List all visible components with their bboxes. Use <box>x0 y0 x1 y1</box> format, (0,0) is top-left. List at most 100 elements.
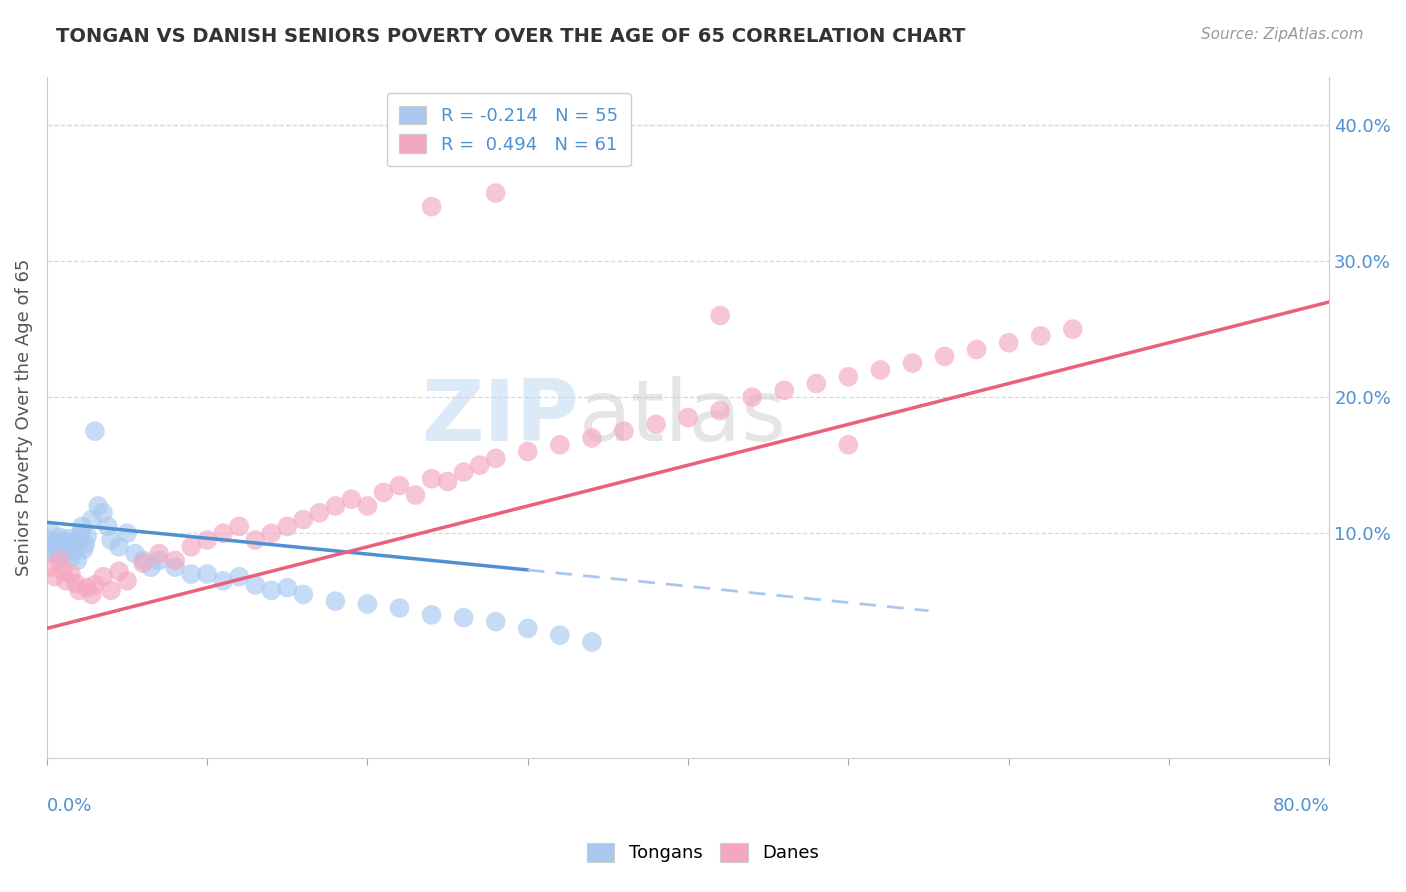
Point <box>115 574 138 588</box>
Point <box>42 547 65 561</box>
Point <box>76 529 98 543</box>
Point <box>48 553 70 567</box>
Point <box>260 526 283 541</box>
Point <box>56 541 79 556</box>
Point <box>53 545 76 559</box>
Point <box>388 478 411 492</box>
Legend: Tongans, Danes: Tongans, Danes <box>579 836 827 870</box>
Point <box>45 542 67 557</box>
Point <box>596 145 619 160</box>
Point <box>934 349 956 363</box>
Point <box>613 424 636 438</box>
Point <box>325 594 347 608</box>
Point <box>276 581 298 595</box>
Point <box>773 384 796 398</box>
Point <box>39 560 62 574</box>
Point <box>63 544 86 558</box>
Point <box>741 390 763 404</box>
Point <box>59 567 82 582</box>
Point <box>292 587 315 601</box>
Point <box>132 556 155 570</box>
Legend: R = -0.214   N = 55, R =  0.494   N = 61: R = -0.214 N = 55, R = 0.494 N = 61 <box>387 94 630 166</box>
Point <box>676 410 699 425</box>
Point <box>228 570 250 584</box>
Point <box>115 526 138 541</box>
Point <box>108 564 131 578</box>
Point <box>52 538 75 552</box>
Point <box>70 519 93 533</box>
Point <box>485 186 508 200</box>
Point <box>180 540 202 554</box>
Point <box>97 519 120 533</box>
Point <box>325 499 347 513</box>
Point <box>453 465 475 479</box>
Point <box>91 570 114 584</box>
Point <box>212 526 235 541</box>
Point <box>65 576 87 591</box>
Point <box>709 309 731 323</box>
Point <box>356 597 378 611</box>
Point <box>75 537 97 551</box>
Point <box>108 540 131 554</box>
Text: atlas: atlas <box>579 376 787 459</box>
Point <box>148 553 170 567</box>
Point <box>276 519 298 533</box>
Point <box>132 553 155 567</box>
Point <box>44 570 66 584</box>
Point <box>44 537 66 551</box>
Point <box>228 519 250 533</box>
Point <box>453 610 475 624</box>
Point <box>67 583 90 598</box>
Point <box>292 513 315 527</box>
Point <box>245 578 267 592</box>
Point <box>709 403 731 417</box>
Point <box>420 200 443 214</box>
Text: Source: ZipAtlas.com: Source: ZipAtlas.com <box>1201 27 1364 42</box>
Point <box>165 560 187 574</box>
Point <box>901 356 924 370</box>
Point <box>39 533 62 547</box>
Point <box>212 574 235 588</box>
Point <box>87 499 110 513</box>
Point <box>80 587 103 601</box>
Point <box>55 574 77 588</box>
Point <box>420 607 443 622</box>
Point <box>66 553 89 567</box>
Text: 80.0%: 80.0% <box>1272 797 1329 814</box>
Point <box>1029 329 1052 343</box>
Point <box>37 540 59 554</box>
Point <box>55 534 77 549</box>
Point <box>67 533 90 547</box>
Point <box>581 431 603 445</box>
Point <box>997 335 1019 350</box>
Point <box>837 369 859 384</box>
Point <box>84 578 107 592</box>
Point <box>340 492 363 507</box>
Point <box>51 549 73 564</box>
Point <box>48 530 70 544</box>
Point <box>165 553 187 567</box>
Point <box>405 488 427 502</box>
Point <box>100 583 122 598</box>
Point <box>91 506 114 520</box>
Point <box>966 343 988 357</box>
Point <box>195 533 218 547</box>
Point <box>245 533 267 547</box>
Point <box>420 472 443 486</box>
Point <box>869 363 891 377</box>
Point <box>485 451 508 466</box>
Point <box>516 622 538 636</box>
Point <box>139 560 162 574</box>
Y-axis label: Seniors Poverty Over the Age of 65: Seniors Poverty Over the Age of 65 <box>15 259 32 576</box>
Point <box>46 535 69 549</box>
Point <box>1062 322 1084 336</box>
Point <box>59 550 82 565</box>
Point <box>80 513 103 527</box>
Point <box>468 458 491 472</box>
Point <box>62 540 84 554</box>
Point <box>195 567 218 582</box>
Point <box>180 567 202 582</box>
Point <box>100 533 122 547</box>
Point <box>645 417 668 432</box>
Point <box>388 601 411 615</box>
